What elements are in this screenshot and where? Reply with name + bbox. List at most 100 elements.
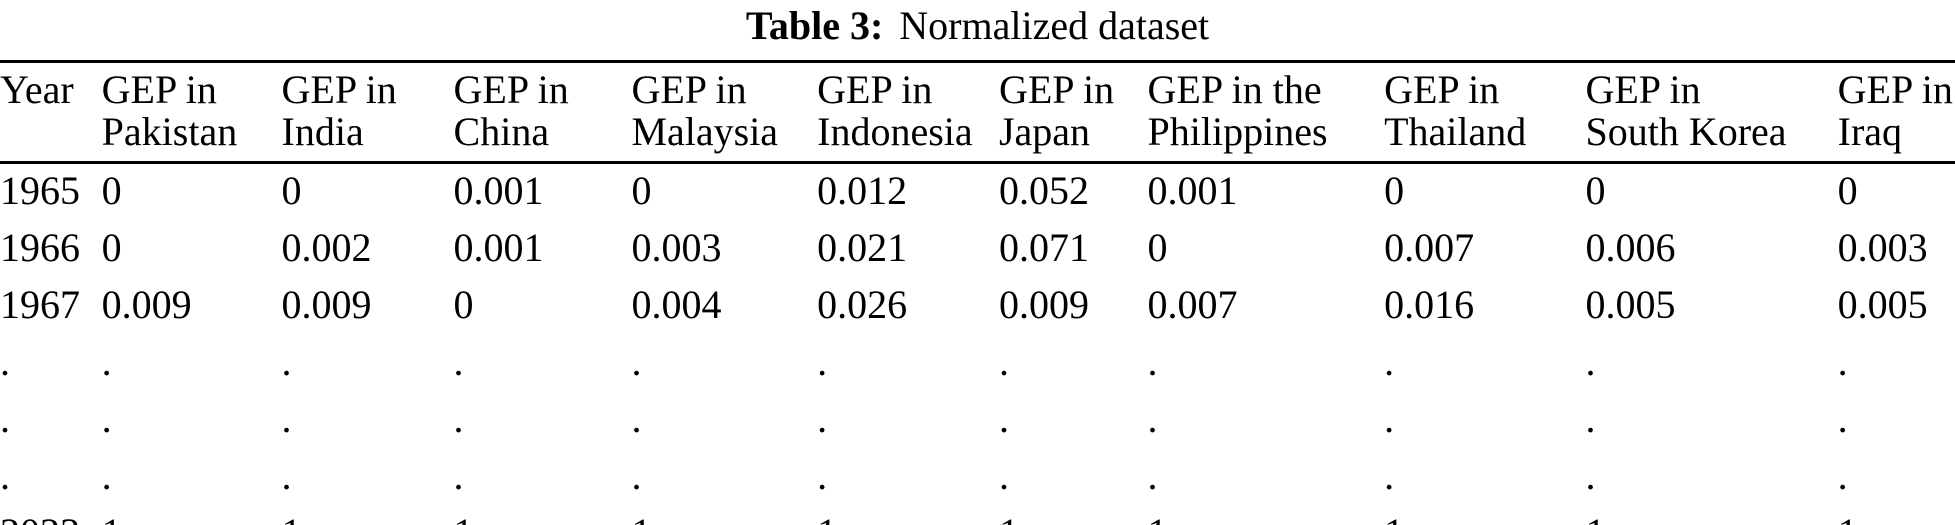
value-cell: 1: [1147, 506, 1385, 525]
column-header-line1: GEP in: [1384, 67, 1500, 112]
value-cell: 1: [631, 506, 818, 525]
table-row: 1966 0 0.002 0.001 0.003 0.021 0.071 0 0.007 0.00…: [0, 221, 1955, 278]
table-caption-label: Table 3:: [745, 3, 884, 48]
value-cell: 1: [1585, 506, 1838, 525]
ellipsis-row: ...........: [0, 449, 1955, 506]
value-cell: .: [1585, 396, 1596, 441]
column-header: GEP in Japan: [998, 60, 1148, 164]
column-header-line1: GEP in: [1837, 67, 1953, 112]
table-row: 1967 0.009 0.009 0 0.004 0.026 0.009 0.007 0.016…: [0, 278, 1955, 335]
column-header-line1: GEP in the: [1147, 67, 1322, 112]
value-cell: 0.003: [631, 225, 722, 270]
value-cell: 0.003: [1837, 225, 1928, 270]
column-header-line1: GEP in: [101, 67, 217, 112]
value-cell: .: [281, 339, 292, 384]
column-header-line2: India: [281, 109, 364, 154]
value-cell: 1: [101, 506, 282, 525]
column-header: GEP in China: [453, 60, 632, 164]
value-cell: 0.012: [817, 168, 908, 213]
value-cell: .: [1147, 396, 1158, 441]
column-header-line2: Thailand: [1384, 109, 1527, 154]
value-cell: .: [453, 396, 464, 441]
value-cell: .: [1147, 339, 1158, 384]
ellipsis-row: ...........: [0, 335, 1955, 392]
value-cell: .: [1147, 453, 1158, 498]
column-header-line2: Philippines: [1147, 109, 1328, 154]
column-header-line2: Pakistan: [101, 109, 238, 154]
value-cell: 0: [1585, 168, 1606, 213]
value-cell: .: [998, 453, 1009, 498]
value-cell: 0.001: [453, 225, 544, 270]
value-cell: 0: [631, 168, 652, 213]
value-cell: 1: [281, 506, 454, 525]
value-cell: .: [631, 396, 642, 441]
value-cell: 1: [998, 506, 1148, 525]
column-header: GEP in Iraq: [1837, 60, 1955, 164]
table-row: 20231111111111: [0, 506, 1955, 525]
value-cell: 1: [453, 506, 632, 525]
value-cell: 0.005: [1585, 282, 1676, 327]
value-cell: .: [631, 339, 642, 384]
value-cell: .: [281, 396, 292, 441]
column-header: GEP in India: [281, 60, 454, 164]
value-cell: 0: [453, 282, 474, 327]
column-header-line1: GEP in: [453, 67, 569, 112]
year-cell: .: [0, 396, 10, 441]
column-header: GEP in South Korea: [1585, 60, 1838, 164]
value-cell: 0: [281, 168, 302, 213]
value-cell: 0.004: [631, 282, 722, 327]
value-cell: 0.009: [998, 282, 1089, 327]
value-cell: 0: [101, 225, 122, 270]
value-cell: .: [453, 339, 464, 384]
value-cell: 0: [1837, 168, 1858, 213]
value-cell: 1: [1384, 506, 1586, 525]
value-cell: .: [1585, 339, 1596, 384]
value-cell: .: [101, 339, 112, 384]
value-cell: 0.071: [998, 225, 1089, 270]
column-header-line2: Indonesia: [817, 109, 973, 154]
year-cell: 1965: [0, 168, 80, 213]
value-cell: 0.002: [281, 225, 372, 270]
column-header: GEP in Thailand: [1384, 60, 1586, 164]
value-cell: .: [453, 453, 464, 498]
value-cell: .: [1837, 396, 1848, 441]
value-cell: 0.001: [453, 168, 544, 213]
column-header-line2: Malaysia: [631, 109, 779, 154]
value-cell: 0.009: [101, 282, 192, 327]
value-cell: 0.026: [817, 282, 908, 327]
column-header-line2: Iraq: [1837, 109, 1903, 154]
value-cell: 1: [1837, 506, 1955, 525]
value-cell: .: [817, 339, 828, 384]
ellipsis-row: ...........: [0, 392, 1955, 449]
value-cell: 0.006: [1585, 225, 1676, 270]
value-cell: .: [817, 453, 828, 498]
value-cell: 0.005: [1837, 282, 1928, 327]
year-cell: 2023: [0, 506, 102, 525]
column-header-line1: GEP in: [817, 67, 933, 112]
column-header-line1: GEP in: [998, 67, 1115, 112]
value-cell: 1: [817, 506, 999, 525]
value-cell: .: [817, 396, 828, 441]
value-cell: .: [1837, 453, 1848, 498]
value-cell: .: [1585, 453, 1596, 498]
value-cell: 0.007: [1384, 225, 1475, 270]
value-cell: 0.009: [281, 282, 372, 327]
column-header: GEP in the Philippines: [1147, 60, 1385, 164]
value-cell: 0.021: [817, 225, 908, 270]
value-cell: 0.001: [1147, 168, 1238, 213]
value-cell: 0.052: [998, 168, 1089, 213]
column-header-line1: GEP in: [631, 67, 747, 112]
year-cell: .: [0, 453, 10, 498]
value-cell: 0: [1147, 225, 1168, 270]
column-header-line2: China: [453, 109, 550, 154]
value-cell: .: [998, 396, 1009, 441]
column-header-line1: Year: [0, 67, 74, 112]
value-cell: .: [1384, 396, 1395, 441]
value-cell: .: [631, 453, 642, 498]
value-cell: .: [101, 396, 112, 441]
value-cell: 0: [101, 168, 122, 213]
value-cell: 0.007: [1147, 282, 1238, 327]
year-cell: 1966: [0, 225, 80, 270]
value-cell: .: [1837, 339, 1848, 384]
